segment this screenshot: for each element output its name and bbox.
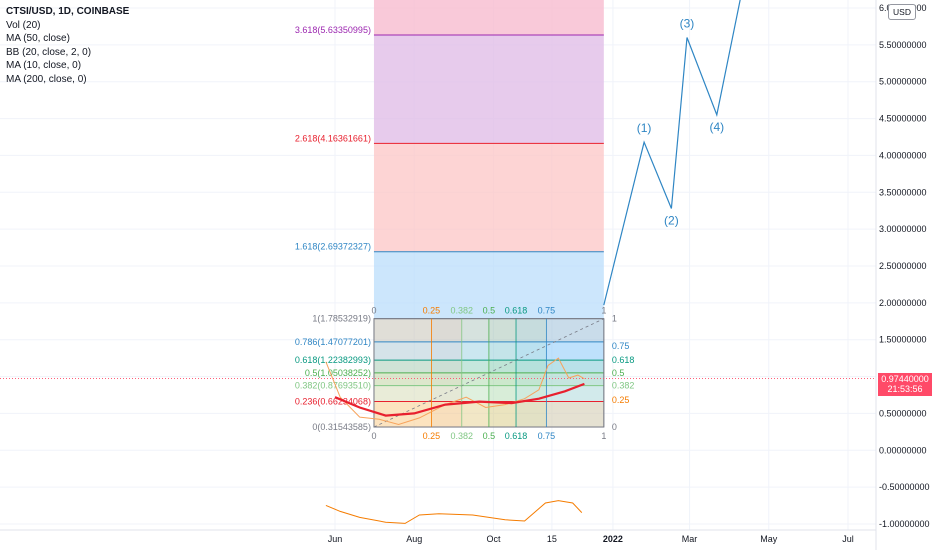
fib-ret-level-label: 0.786(1.47077201) (295, 337, 371, 347)
indicator-ma200[interactable]: MA (200, close, 0) (6, 73, 87, 85)
fib-time-label-bottom: 0.25 (423, 431, 441, 441)
x-tick-label: May (760, 534, 778, 544)
y-tick-label: 4.00000000 (879, 150, 927, 160)
fib-extension[interactable]: 1.618(2.69372327) 2.618(4.16361661) 3.618(… (295, 0, 604, 319)
fib-time-label-top: 1 (601, 306, 606, 316)
ma200-line (334, 382, 585, 417)
last-price-value: 0.97440000 (881, 374, 929, 384)
fib-ext-level-label: 1.618(2.69372327) (295, 242, 371, 252)
fib-time-label-bottom: 0.382 (451, 431, 474, 441)
fib-time-label-bottom: 0.618 (505, 431, 528, 441)
x-tick-label: 15 (547, 534, 557, 544)
x-tick-label: Jun (328, 534, 343, 544)
fib-time-label-top: 0.75 (538, 306, 556, 316)
fib-time-label-top: 0.618 (505, 306, 528, 316)
y-tick-label: 2.50000000 (879, 261, 927, 271)
fib-price-label: 0 (612, 422, 617, 432)
indicator-bb[interactable]: BB (20, close, 2, 0) (6, 46, 92, 58)
fib-ret-level-label: 1(1.78532919) (312, 314, 371, 324)
y-tick-label: 4.50000000 (879, 114, 927, 124)
fib-price-label: 0.382 (612, 381, 635, 391)
fib-ret-level-label: 0.618(1.22382993) (295, 355, 371, 365)
elliott-wave-label: (1) (637, 121, 652, 135)
y-tick-label: -1.00000000 (879, 519, 930, 529)
x-tick-label: 2022 (603, 534, 623, 544)
fib-time-label-top: 0 (371, 306, 376, 316)
fib-time-label-top: 0.382 (451, 306, 474, 316)
fib-ret-level-label: 0(0.31543585) (312, 422, 371, 432)
fib-zone-1618 (373, 251, 604, 319)
elliott-wave-label: (4) (709, 120, 724, 134)
fib-ret-level-label: 0.382(0.87693510) (295, 381, 371, 391)
fib-price-label: 0.75 (612, 341, 630, 351)
symbol-label[interactable]: CTSI/USD, 1D, COINBASE (6, 6, 130, 17)
indicator-vol[interactable]: Vol (20) (6, 19, 41, 31)
fib-price-label: 1 (612, 314, 617, 324)
fib-time-label-bottom: 1 (601, 431, 606, 441)
y-tick-label: -0.50000000 (879, 482, 930, 492)
fib-time-label-bottom: 0.75 (538, 431, 556, 441)
y-tick-label: 3.50000000 (879, 187, 927, 197)
price-series (0, 357, 876, 524)
countdown-timer: 21:53:56 (887, 384, 923, 394)
chart-legend: CTSI/USD, 1D, COINBASE Vol (20) MA (50, … (6, 5, 129, 86)
fib-time-label-bottom: 0 (371, 431, 376, 441)
fib-zone-3618 (373, 35, 604, 144)
x-tick-label: Aug (406, 534, 422, 544)
price-line (325, 357, 585, 426)
elliott-wave-label: (2) (664, 214, 679, 228)
elliott-wave[interactable]: (1) (2) (3) (4) (603, 0, 742, 306)
elliott-wave-label: (3) (680, 16, 695, 30)
x-tick-label: Mar (682, 534, 698, 544)
fib-zone-2618 (373, 143, 604, 252)
y-tick-label: 5.50000000 (879, 40, 927, 50)
y-tick-label: 3.00000000 (879, 224, 927, 234)
fib-price-label: 0.5 (612, 368, 625, 378)
fib-time-label-bottom: 0.5 (483, 431, 496, 441)
currency-button[interactable]: USD (888, 4, 916, 20)
y-tick-label: 0.00000000 (879, 445, 927, 455)
fib-ret-level-label: 0.5(1.05038252) (305, 368, 371, 378)
fib-zone-top (373, 0, 604, 36)
fib-time-label-top: 0.5 (483, 306, 496, 316)
last-price-tag: 0.97440000 21:53:56 (878, 373, 932, 396)
fib-retracement[interactable]: 1(1.78532919) 0.786(1.47077201) 0.618(1.22… (295, 306, 634, 441)
indicator-ma10[interactable]: MA (10, close, 0) (6, 60, 82, 71)
x-tick-label: Jul (842, 534, 854, 544)
fib-ext-level-label: 3.618(5.63350995) (295, 25, 371, 35)
y-tick-label: 1.50000000 (879, 335, 927, 345)
fib-time-label-top: 0.25 (423, 306, 441, 316)
fib-price-label: 0.618 (612, 355, 635, 365)
x-tick-label: Oct (486, 534, 501, 544)
indicator-ma50[interactable]: MA (50, close) (6, 33, 70, 44)
y-tick-label: 2.00000000 (879, 298, 927, 308)
fib-price-label: 0.25 (612, 395, 630, 405)
volume-ma-line (325, 500, 583, 524)
y-tick-label: 5.00000000 (879, 77, 927, 87)
y-tick-label: 0.50000000 (879, 408, 927, 418)
elliott-wave-path (603, 0, 741, 306)
fib-ext-level-label: 2.618(4.16361661) (295, 133, 371, 143)
fib-ret-level-label: 0.236(0.66234068) (295, 396, 371, 406)
